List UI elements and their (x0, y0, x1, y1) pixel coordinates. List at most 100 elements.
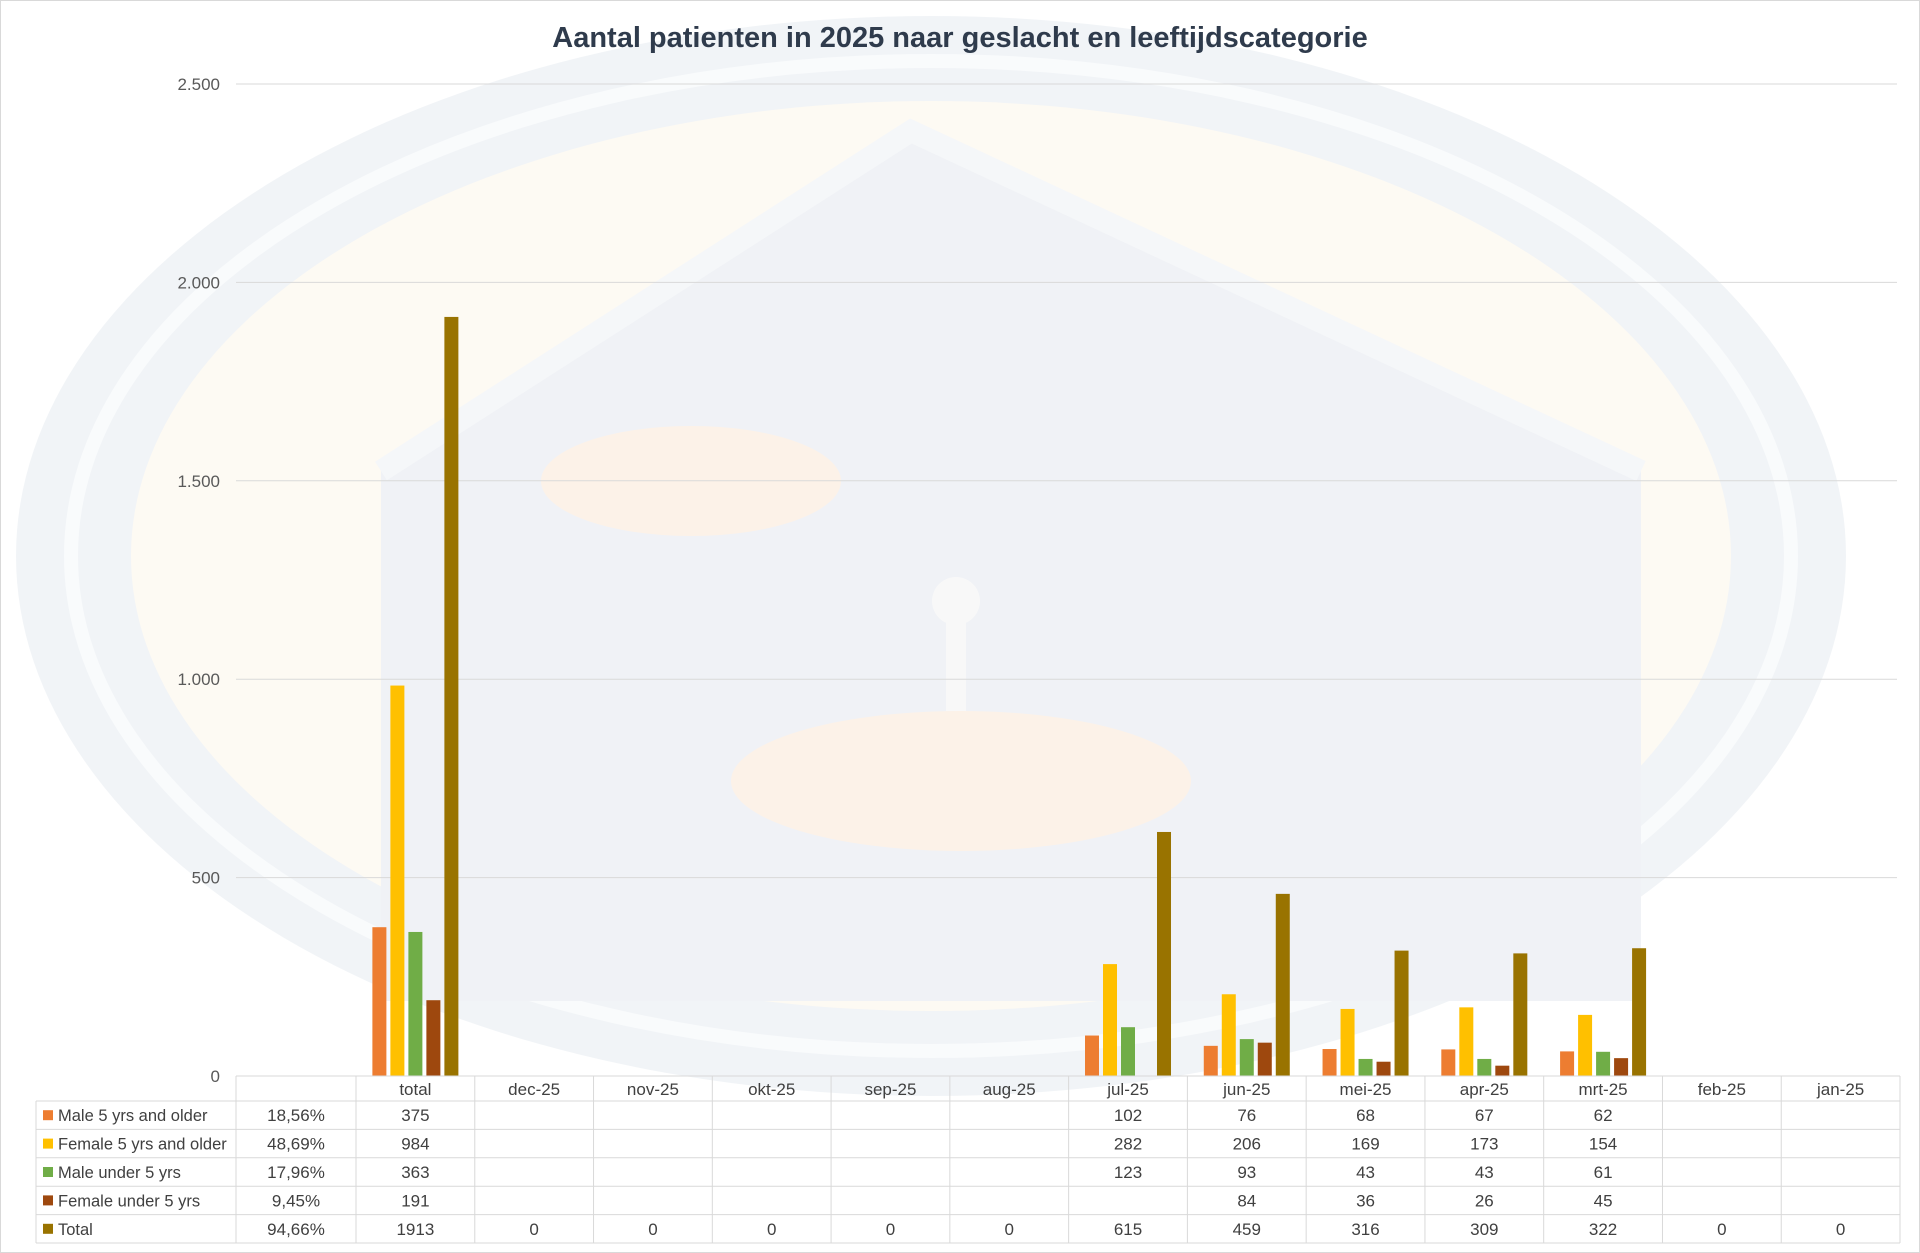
data-table-value: 154 (1589, 1135, 1617, 1154)
bar (372, 927, 387, 1076)
logo-watermark (16, 16, 1846, 1096)
data-table-value: 316 (1351, 1220, 1379, 1239)
legend-label: Male under 5 yrs (58, 1164, 181, 1182)
bar (1394, 950, 1409, 1076)
x-tick-label: jun-25 (1222, 1080, 1270, 1099)
x-tick-label: okt-25 (748, 1080, 795, 1099)
data-table-value: 61 (1594, 1163, 1613, 1182)
x-tick-label: apr-25 (1460, 1080, 1509, 1099)
bar (1239, 1039, 1254, 1076)
data-table-value: 76 (1237, 1106, 1256, 1125)
bar (1085, 1035, 1100, 1076)
bar (444, 316, 459, 1076)
x-tick-label: jan-25 (1816, 1080, 1864, 1099)
x-tick-label: total (399, 1080, 431, 1099)
data-table-value: 363 (401, 1163, 429, 1182)
bar (1322, 1049, 1337, 1076)
legend-key (43, 1223, 53, 1234)
x-tick-label: feb-25 (1698, 1080, 1746, 1099)
data-table-value: 169 (1351, 1135, 1379, 1154)
data-table-value: 459 (1233, 1220, 1261, 1239)
data-table-value: 322 (1589, 1220, 1617, 1239)
bar (1513, 953, 1528, 1076)
data-table-value: 26 (1475, 1191, 1494, 1210)
y-tick-label: 2.000 (177, 273, 220, 292)
data-table: total dec-25 nov-25 okt-25 sep-25 aug-25 jul-2… (35, 1075, 1901, 1244)
bar (1157, 831, 1172, 1076)
y-tick-label: 0 (211, 1067, 220, 1086)
series-share: 18,56% (267, 1106, 325, 1125)
data-table-value: 123 (1114, 1163, 1142, 1182)
data-table-value: 191 (401, 1191, 429, 1210)
data-table-value: 43 (1356, 1163, 1375, 1182)
bar (1221, 994, 1236, 1076)
bar (1121, 1027, 1136, 1076)
legend-key (43, 1110, 53, 1121)
x-tick-label: aug-25 (983, 1080, 1036, 1099)
legend-label: Female 5 yrs and older (58, 1136, 227, 1154)
data-table-value: 68 (1356, 1106, 1375, 1125)
y-tick-label: 500 (192, 869, 220, 888)
data-table-value: 0 (1717, 1220, 1726, 1239)
x-tick-label: sep-25 (864, 1080, 916, 1099)
data-table-value: 0 (529, 1220, 538, 1239)
bar (408, 931, 423, 1076)
y-axis: 0 500 1.000 1.500 2.000 2.500 (177, 75, 220, 1086)
series-share: 17,96% (267, 1163, 325, 1182)
data-table-value: 375 (401, 1106, 429, 1125)
data-table-value: 0 (648, 1220, 657, 1239)
data-table-value: 282 (1114, 1135, 1142, 1154)
y-tick-label: 1.000 (177, 670, 220, 689)
data-table-value: 1913 (396, 1220, 434, 1239)
data-table-value: 0 (886, 1220, 895, 1239)
bar (1578, 1014, 1593, 1076)
data-table-value: 84 (1237, 1191, 1256, 1210)
x-tick-label: jul-25 (1106, 1080, 1149, 1099)
bar (390, 685, 405, 1076)
bar (1257, 1042, 1272, 1076)
data-table-value: 93 (1237, 1163, 1256, 1182)
bar (1459, 1007, 1474, 1076)
data-table-value: 43 (1475, 1163, 1494, 1182)
x-tick-label: mei-25 (1340, 1080, 1392, 1099)
bar (1614, 1058, 1629, 1076)
data-table-value: 102 (1114, 1106, 1142, 1125)
data-table-value: 0 (1836, 1220, 1845, 1239)
data-table-value: 36 (1356, 1191, 1375, 1210)
bar (1632, 948, 1647, 1076)
legend-label: Female under 5 yrs (58, 1192, 200, 1210)
bar (1495, 1065, 1510, 1076)
data-table-value: 0 (767, 1220, 776, 1239)
data-table-value: 309 (1470, 1220, 1498, 1239)
bars (372, 316, 1647, 1076)
legend-label: Total (58, 1221, 93, 1239)
bar (1358, 1058, 1373, 1076)
chart-title: Aantal patienten in 2025 naar geslacht e… (552, 22, 1368, 54)
bar (1560, 1051, 1575, 1076)
series-share: 94,66% (267, 1220, 325, 1239)
data-table-value: 62 (1594, 1106, 1613, 1125)
bar (1376, 1061, 1391, 1076)
x-tick-label: nov-25 (627, 1080, 679, 1099)
data-table-value: 206 (1233, 1135, 1261, 1154)
data-table-value: 0 (1005, 1220, 1014, 1239)
x-tick-label: dec-25 (508, 1080, 560, 1099)
x-tick-label: mrt-25 (1579, 1080, 1628, 1099)
bar (1340, 1008, 1355, 1076)
bar (426, 1000, 441, 1076)
y-tick-label: 1.500 (177, 472, 220, 491)
legend-key (43, 1138, 53, 1149)
data-table-value: 45 (1594, 1191, 1613, 1210)
y-tick-label: 2.500 (177, 75, 220, 94)
legend-key (43, 1195, 53, 1206)
bar (1275, 893, 1290, 1076)
data-table-value: 984 (401, 1135, 429, 1154)
bar (1441, 1049, 1456, 1076)
legend-key (43, 1167, 53, 1177)
bar (1477, 1058, 1492, 1076)
bar (1103, 964, 1118, 1076)
data-table-value: 67 (1475, 1106, 1494, 1125)
series-share: 9,45% (272, 1191, 320, 1210)
